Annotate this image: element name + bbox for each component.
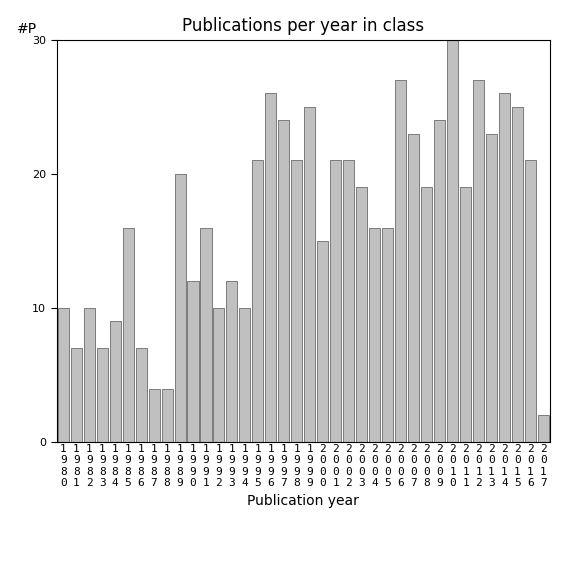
Bar [486, 134, 497, 442]
Bar [188, 281, 198, 442]
Bar [512, 107, 523, 442]
Bar [278, 120, 289, 442]
Bar [291, 160, 302, 442]
Bar [213, 308, 225, 442]
X-axis label: Publication year: Publication year [247, 494, 359, 508]
Bar [162, 388, 172, 442]
Bar [369, 227, 380, 442]
Bar [434, 120, 445, 442]
Bar [304, 107, 315, 442]
Bar [395, 80, 406, 442]
Bar [58, 308, 69, 442]
Bar [71, 348, 82, 442]
Bar [460, 187, 471, 442]
Bar [226, 281, 238, 442]
Title: Publications per year in class: Publications per year in class [182, 18, 425, 35]
Text: #P: #P [17, 22, 37, 36]
Bar [149, 388, 159, 442]
Bar [499, 94, 510, 442]
Bar [538, 416, 549, 442]
Bar [382, 227, 393, 442]
Bar [331, 160, 341, 442]
Bar [109, 321, 121, 442]
Bar [447, 40, 458, 442]
Bar [356, 187, 367, 442]
Bar [252, 160, 264, 442]
Bar [525, 160, 536, 442]
Bar [343, 160, 354, 442]
Bar [122, 227, 134, 442]
Bar [136, 348, 147, 442]
Bar [96, 348, 108, 442]
Bar [201, 227, 211, 442]
Bar [473, 80, 484, 442]
Bar [84, 308, 95, 442]
Bar [239, 308, 251, 442]
Bar [408, 134, 419, 442]
Bar [175, 174, 185, 442]
Bar [265, 94, 276, 442]
Bar [421, 187, 432, 442]
Bar [318, 241, 328, 442]
